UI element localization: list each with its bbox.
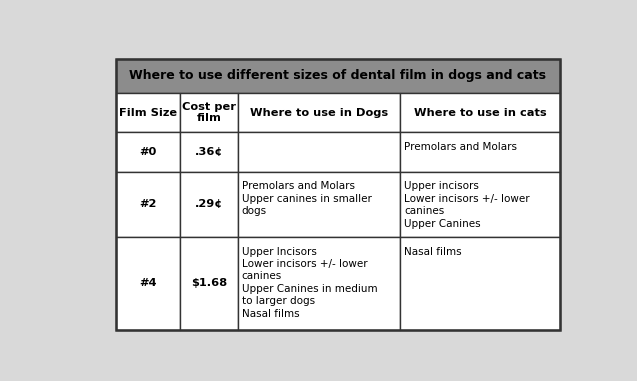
- Bar: [180, 93, 238, 132]
- Text: Where to use in Dogs: Where to use in Dogs: [250, 107, 388, 117]
- Bar: [116, 93, 180, 132]
- Bar: [116, 132, 180, 171]
- Bar: [400, 237, 560, 330]
- Bar: [238, 93, 400, 132]
- Text: .29¢: .29¢: [195, 199, 223, 209]
- Text: Film Size: Film Size: [119, 107, 177, 117]
- Bar: [116, 171, 180, 237]
- Text: Upper Incisors
Lower incisors +/- lower
canines
Upper Canines in medium
to large: Upper Incisors Lower incisors +/- lower …: [242, 247, 377, 319]
- Text: Where to use in cats: Where to use in cats: [413, 107, 547, 117]
- Bar: [238, 171, 400, 237]
- Text: #2: #2: [140, 199, 157, 209]
- Bar: [180, 237, 238, 330]
- Bar: [116, 59, 560, 93]
- Bar: [400, 171, 560, 237]
- Text: $1.68: $1.68: [191, 279, 227, 288]
- Bar: [116, 237, 180, 330]
- Text: Premolars and Molars
Upper canines in smaller
dogs: Premolars and Molars Upper canines in sm…: [242, 181, 371, 216]
- Text: #0: #0: [140, 147, 157, 157]
- Text: .36¢: .36¢: [195, 147, 223, 157]
- Text: Premolars and Molars: Premolars and Molars: [404, 142, 517, 152]
- Text: Upper incisors
Lower incisors +/- lower
canines
Upper Canines: Upper incisors Lower incisors +/- lower …: [404, 181, 529, 229]
- Bar: [180, 132, 238, 171]
- Text: Where to use different sizes of dental film in dogs and cats: Where to use different sizes of dental f…: [129, 69, 547, 82]
- Bar: [400, 132, 560, 171]
- Bar: [238, 237, 400, 330]
- Bar: [238, 132, 400, 171]
- Text: Nasal films: Nasal films: [404, 247, 462, 256]
- Bar: [400, 93, 560, 132]
- Text: #4: #4: [139, 279, 157, 288]
- Bar: [180, 171, 238, 237]
- Text: Cost per
film: Cost per film: [182, 102, 236, 123]
